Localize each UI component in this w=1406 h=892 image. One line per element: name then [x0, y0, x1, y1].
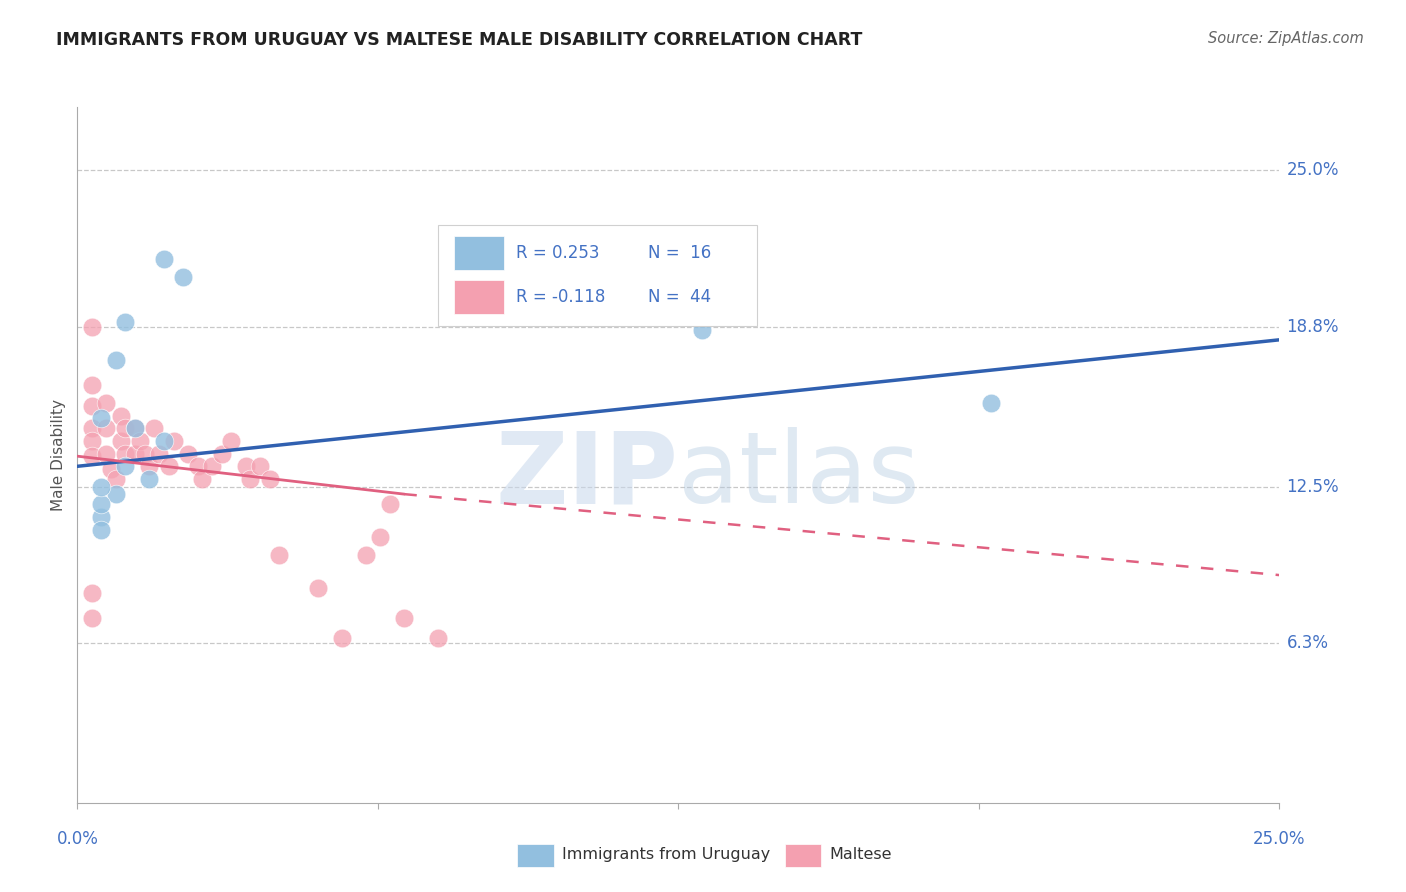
Point: [692, 323, 714, 337]
Point: [80, 320, 103, 334]
Text: 6.3%: 6.3%: [1286, 634, 1329, 652]
Point: [104, 487, 127, 501]
Text: Source: ZipAtlas.com: Source: ZipAtlas.com: [1208, 31, 1364, 46]
Point: [235, 459, 257, 474]
Point: [330, 632, 353, 646]
Text: IMMIGRANTS FROM URUGUAY VS MALTESE MALE DISABILITY CORRELATION CHART: IMMIGRANTS FROM URUGUAY VS MALTESE MALE …: [56, 31, 863, 49]
Point: [249, 459, 271, 474]
Point: [104, 353, 127, 368]
Point: [172, 269, 194, 284]
Point: [143, 421, 166, 435]
Point: [980, 396, 1002, 410]
Point: [157, 459, 180, 474]
Point: [211, 447, 233, 461]
Point: [104, 472, 127, 486]
Point: [90, 411, 112, 425]
Point: [354, 548, 377, 562]
Point: [80, 399, 103, 413]
Point: [394, 611, 416, 625]
Point: [80, 611, 103, 625]
Point: [80, 449, 103, 463]
Point: [177, 447, 200, 461]
Point: [90, 509, 112, 524]
Point: [96, 421, 118, 435]
Point: [110, 409, 132, 423]
Text: 25.0%: 25.0%: [1253, 830, 1306, 847]
Point: [153, 252, 176, 266]
Point: [138, 459, 160, 474]
Text: N =  44: N = 44: [648, 288, 711, 306]
FancyBboxPatch shape: [454, 236, 505, 270]
Point: [378, 497, 401, 511]
Point: [90, 479, 112, 493]
Text: 18.8%: 18.8%: [1286, 318, 1339, 336]
Text: N =  16: N = 16: [648, 244, 711, 262]
Point: [201, 459, 224, 474]
Text: 12.5%: 12.5%: [1286, 477, 1339, 496]
Point: [80, 586, 103, 600]
Point: [269, 548, 291, 562]
Point: [110, 434, 132, 448]
Text: atlas: atlas: [679, 427, 920, 524]
Point: [80, 434, 103, 448]
Point: [124, 421, 146, 435]
Point: [114, 447, 136, 461]
Point: [219, 434, 242, 448]
Text: R = -0.118: R = -0.118: [516, 288, 606, 306]
Point: [186, 459, 209, 474]
Point: [259, 472, 281, 486]
Point: [80, 421, 103, 435]
Point: [427, 632, 450, 646]
Text: Maltese: Maltese: [830, 847, 891, 862]
Point: [114, 421, 136, 435]
Point: [100, 462, 122, 476]
Text: ZIP: ZIP: [495, 427, 679, 524]
Point: [191, 472, 214, 486]
Point: [80, 378, 103, 392]
Point: [90, 497, 112, 511]
Point: [162, 434, 184, 448]
Point: [90, 523, 112, 537]
FancyBboxPatch shape: [454, 280, 505, 314]
Point: [124, 447, 146, 461]
Point: [114, 315, 136, 329]
Point: [96, 447, 118, 461]
Point: [128, 434, 150, 448]
Point: [239, 472, 262, 486]
Point: [368, 530, 391, 544]
Text: 0.0%: 0.0%: [56, 830, 98, 847]
Point: [153, 434, 176, 448]
Point: [134, 447, 156, 461]
Point: [148, 447, 170, 461]
FancyBboxPatch shape: [439, 226, 756, 326]
Point: [124, 421, 146, 435]
Text: Immigrants from Uruguay: Immigrants from Uruguay: [562, 847, 770, 862]
Y-axis label: Male Disability: Male Disability: [51, 399, 66, 511]
Point: [138, 472, 160, 486]
Text: R = 0.253: R = 0.253: [516, 244, 599, 262]
Point: [96, 396, 118, 410]
Text: 25.0%: 25.0%: [1286, 161, 1339, 179]
Point: [114, 459, 136, 474]
Point: [307, 581, 329, 595]
